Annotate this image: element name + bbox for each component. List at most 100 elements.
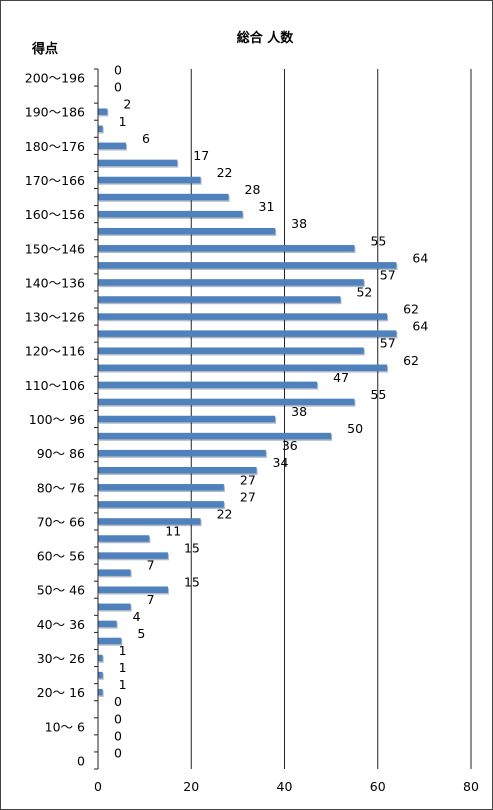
- data-label: 28: [245, 182, 261, 197]
- bar: [98, 108, 108, 115]
- category-label: 80〜 76: [37, 480, 85, 495]
- category-label: 60〜 56: [37, 549, 85, 564]
- bar: [98, 535, 150, 542]
- bar: [98, 586, 168, 593]
- data-label: 11: [165, 524, 181, 539]
- labels: 0 20 40 60 800200〜19602190〜18616180〜17617221…: [25, 63, 479, 794]
- category-label: 170〜166: [25, 173, 85, 188]
- data-label: 0: [114, 80, 122, 95]
- bar: [98, 671, 103, 679]
- data-label: 52: [356, 284, 372, 299]
- data-label: 55: [370, 233, 386, 248]
- bar: [98, 381, 318, 389]
- data-label: 34: [273, 455, 289, 470]
- category-label: 140〜136: [25, 275, 85, 290]
- bar: [98, 484, 224, 491]
- data-label: 22: [217, 506, 233, 521]
- data-label: 5: [137, 626, 145, 641]
- category-label: 70〜 66: [37, 514, 85, 529]
- category-label: 190〜186: [25, 105, 85, 120]
- bar: [98, 347, 364, 354]
- data-label: 17: [193, 148, 209, 163]
- bar: [98, 620, 117, 628]
- bar: [98, 466, 257, 474]
- data-label: 50: [347, 421, 363, 436]
- data-label: 36: [282, 438, 298, 453]
- bar: [98, 210, 243, 218]
- data-label: 57: [380, 336, 396, 351]
- data-label: 0: [114, 63, 122, 78]
- bar: [98, 262, 397, 269]
- category-label: 130〜126: [25, 310, 85, 325]
- bar: [98, 552, 168, 559]
- bar: [98, 296, 341, 303]
- data-label: 64: [412, 250, 428, 265]
- data-label: 2: [123, 97, 131, 112]
- category-label: 160〜156: [25, 207, 85, 222]
- x-tick-label: 80: [463, 779, 479, 794]
- category-label: 90〜 86: [37, 446, 85, 461]
- bar: [98, 654, 103, 662]
- data-label: 7: [147, 558, 155, 573]
- bar: [98, 176, 201, 184]
- x-tick-label: 60: [370, 779, 386, 794]
- category-label: 100〜 96: [29, 412, 85, 427]
- data-label: 27: [240, 489, 256, 504]
- data-label: 38: [291, 404, 307, 419]
- data-label: 47: [333, 370, 349, 385]
- bar: [98, 449, 266, 457]
- category-label: 50〜 46: [37, 583, 85, 598]
- bar: [98, 227, 276, 235]
- bar: [98, 398, 355, 406]
- bar: [98, 603, 131, 611]
- bar: [98, 569, 131, 576]
- bars: [98, 108, 398, 697]
- category-label: 200〜196: [25, 71, 85, 86]
- category-label: 40〜 36: [37, 617, 85, 632]
- bar: [98, 279, 364, 286]
- data-label: 62: [403, 302, 419, 317]
- x-tick-label: 0: [94, 779, 102, 794]
- data-label: 4: [133, 609, 141, 624]
- data-label: 0: [114, 694, 122, 709]
- data-label: 0: [114, 728, 122, 743]
- bar: [98, 364, 388, 372]
- bar: [98, 125, 103, 132]
- bar: [98, 415, 276, 423]
- bar: [98, 688, 103, 696]
- category-label: 150〜146: [25, 241, 85, 256]
- data-label: 1: [119, 677, 127, 692]
- bar: [98, 313, 388, 320]
- data-label: 1: [119, 114, 127, 129]
- bar: [98, 330, 397, 337]
- data-label: 62: [403, 353, 419, 368]
- bar: [98, 142, 126, 150]
- bar: [98, 432, 332, 440]
- data-label: 0: [114, 711, 122, 726]
- category-label: 0: [77, 753, 85, 768]
- bar: [98, 193, 229, 201]
- bar: [98, 159, 178, 167]
- data-label: 1: [119, 660, 127, 675]
- bar: [98, 501, 224, 508]
- data-label: 27: [240, 472, 256, 487]
- data-label: 57: [380, 267, 396, 282]
- data-label: 22: [217, 165, 233, 180]
- data-label: 38: [291, 216, 307, 231]
- data-label: 15: [184, 541, 200, 556]
- data-label: 6: [142, 131, 150, 146]
- category-label: 180〜176: [25, 139, 85, 154]
- data-label: 64: [412, 319, 428, 334]
- x-tick-label: 20: [183, 779, 199, 794]
- x-tick-label: 40: [277, 779, 293, 794]
- bar: [98, 245, 355, 252]
- category-label: 20〜 16: [37, 685, 85, 700]
- data-label: 31: [259, 199, 275, 214]
- bar: [98, 518, 201, 525]
- data-label: 1: [119, 643, 127, 658]
- category-label: 120〜116: [25, 344, 85, 359]
- data-label: 55: [370, 387, 386, 402]
- axes: [94, 68, 99, 770]
- data-label: 0: [114, 745, 122, 760]
